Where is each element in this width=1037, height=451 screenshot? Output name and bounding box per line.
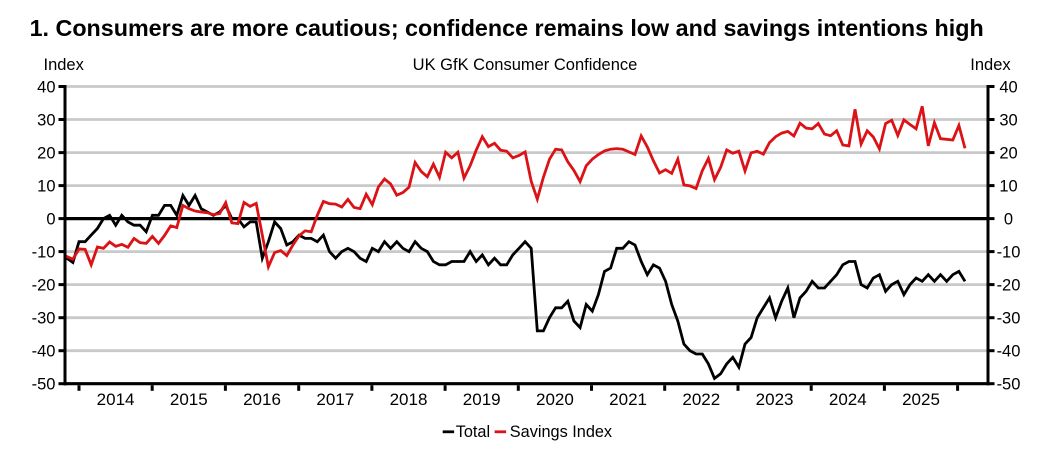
svg-text:20: 20 [37, 145, 55, 163]
svg-text:10: 10 [37, 178, 55, 196]
svg-text:Total: Total [456, 423, 490, 441]
svg-text:-20: -20 [997, 277, 1021, 295]
svg-text:20: 20 [999, 145, 1017, 163]
svg-text:2024: 2024 [829, 390, 867, 409]
svg-text:-50: -50 [32, 376, 56, 394]
svg-text:2016: 2016 [243, 390, 281, 409]
svg-text:40: 40 [999, 79, 1017, 97]
svg-text:Savings Index: Savings Index [510, 423, 612, 441]
svg-text:2015: 2015 [170, 390, 208, 409]
svg-text:-40: -40 [32, 343, 56, 361]
svg-text:10: 10 [999, 178, 1017, 196]
svg-text:30: 30 [37, 112, 55, 130]
svg-text:1. Consumers are more cautious: 1. Consumers are more cautious; confiden… [30, 15, 984, 41]
svg-text:-30: -30 [997, 310, 1021, 328]
svg-text:2018: 2018 [390, 390, 428, 409]
svg-text:2014: 2014 [97, 390, 135, 409]
svg-text:0: 0 [46, 211, 55, 229]
svg-text:2017: 2017 [316, 390, 354, 409]
svg-text:30: 30 [999, 112, 1017, 130]
svg-text:-20: -20 [32, 277, 56, 295]
svg-text:-40: -40 [997, 343, 1021, 361]
svg-text:2022: 2022 [682, 390, 720, 409]
svg-text:UK GfK Consumer Confidence: UK GfK Consumer Confidence [413, 56, 638, 74]
svg-text:40: 40 [37, 79, 55, 97]
svg-text:2023: 2023 [756, 390, 794, 409]
svg-text:2025: 2025 [902, 390, 940, 409]
svg-text:-10: -10 [997, 244, 1021, 262]
svg-text:2019: 2019 [463, 390, 501, 409]
svg-text:-30: -30 [32, 310, 56, 328]
svg-text:-50: -50 [997, 376, 1021, 394]
svg-text:-10: -10 [32, 244, 56, 262]
svg-text:2021: 2021 [609, 390, 647, 409]
svg-text:2020: 2020 [536, 390, 574, 409]
svg-text:Index: Index [970, 56, 1011, 74]
svg-text:Index: Index [44, 56, 85, 74]
svg-text:0: 0 [1004, 211, 1013, 229]
